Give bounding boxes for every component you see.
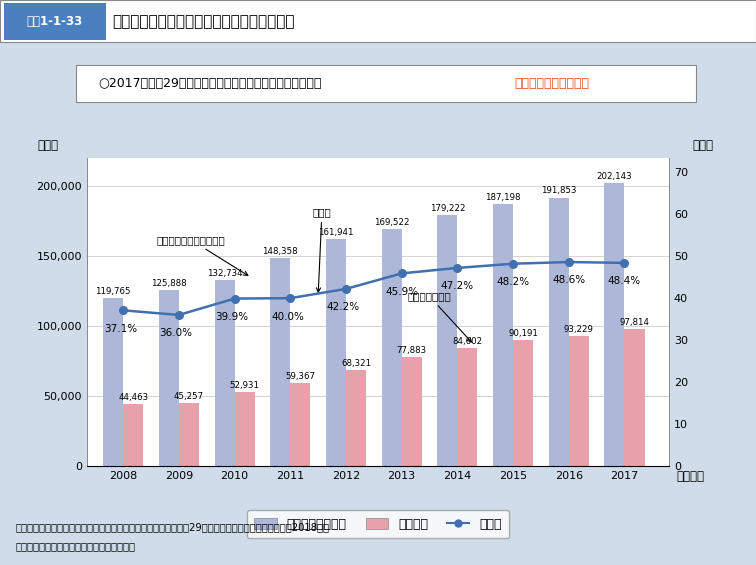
Text: 47.2%: 47.2% bbox=[441, 281, 474, 292]
Text: 42.2%: 42.2% bbox=[327, 302, 360, 312]
Bar bbox=[290, 383, 310, 466]
Bar bbox=[624, 329, 645, 466]
Bar bbox=[215, 280, 234, 466]
Bar bbox=[437, 215, 457, 466]
就職率 bbox=[286, 295, 295, 302]
Text: 就職率: 就職率 bbox=[312, 207, 331, 292]
Bar bbox=[401, 357, 422, 466]
Text: 資料：厉生労働省職業安定局雇用開発部障害者雇用対策課「平成29年度障害者の職業紹介状況等」（2018年）: 資料：厉生労働省職業安定局雇用開発部障害者雇用対策課「平成29年度障害者の職業紹… bbox=[15, 523, 329, 533]
Text: ○2017（平成29）年度の就職件数・新規求職申込件数は、: ○2017（平成29）年度の就職件数・新規求職申込件数は、 bbox=[98, 77, 321, 90]
Bar bbox=[270, 258, 290, 466]
Text: 45.9%: 45.9% bbox=[385, 287, 418, 297]
Bar bbox=[346, 371, 366, 466]
就職率 bbox=[620, 259, 629, 266]
Text: 48.2%: 48.2% bbox=[497, 277, 530, 287]
Text: （％）: （％） bbox=[692, 139, 714, 152]
Text: 191,853: 191,853 bbox=[541, 186, 577, 195]
Bar bbox=[605, 183, 624, 466]
Bar bbox=[549, 198, 569, 466]
就職率 bbox=[453, 264, 462, 271]
Legend: 新規求職申込件数, 就職件数, 就職率: 新規求職申込件数, 就職件数, 就職率 bbox=[246, 510, 510, 538]
Text: 97,814: 97,814 bbox=[619, 318, 649, 327]
Text: 179,222: 179,222 bbox=[429, 204, 465, 213]
Text: 37.1%: 37.1% bbox=[104, 324, 137, 334]
Text: 125,888: 125,888 bbox=[151, 279, 187, 288]
Line: 就職率: 就職率 bbox=[119, 258, 628, 319]
就職率 bbox=[509, 260, 518, 267]
就職率 bbox=[230, 295, 239, 302]
Bar bbox=[493, 204, 513, 466]
Text: （注）「公務・その他」の就職件数を含む。: （注）「公務・その他」の就職件数を含む。 bbox=[15, 541, 135, 551]
Text: 前年度から更に増加。: 前年度から更に増加。 bbox=[514, 77, 589, 90]
Text: 132,734: 132,734 bbox=[206, 270, 243, 278]
Bar bbox=[234, 392, 255, 466]
Text: 169,522: 169,522 bbox=[374, 218, 410, 227]
Text: 68,321: 68,321 bbox=[341, 359, 371, 368]
Bar bbox=[103, 298, 123, 466]
Text: 161,941: 161,941 bbox=[318, 228, 354, 237]
Text: 148,358: 148,358 bbox=[262, 247, 298, 257]
Text: 90,191: 90,191 bbox=[508, 329, 538, 338]
Text: 77,883: 77,883 bbox=[397, 346, 427, 355]
就職率 bbox=[397, 270, 406, 277]
Text: 59,367: 59,367 bbox=[285, 372, 315, 381]
Text: 48.6%: 48.6% bbox=[552, 276, 585, 285]
Bar bbox=[123, 404, 143, 466]
Bar bbox=[179, 403, 199, 466]
Text: 52,931: 52,931 bbox=[230, 381, 259, 390]
Text: 新規求職申込件数（件）: 新規求職申込件数（件） bbox=[156, 235, 248, 275]
Text: （件）: （件） bbox=[38, 139, 58, 152]
Text: 図表1-1-33: 図表1-1-33 bbox=[26, 15, 82, 28]
Text: 36.0%: 36.0% bbox=[160, 328, 193, 338]
Text: 48.4%: 48.4% bbox=[608, 276, 641, 286]
就職率 bbox=[119, 307, 128, 314]
Bar bbox=[513, 340, 533, 466]
Bar bbox=[159, 290, 179, 466]
Text: （年度）: （年度） bbox=[677, 470, 705, 483]
Text: 45,257: 45,257 bbox=[174, 392, 204, 401]
Text: 就職件数（件）: 就職件数（件） bbox=[407, 291, 472, 342]
Text: ハローワークにおける障害者の職業紹介状況: ハローワークにおける障害者の職業紹介状況 bbox=[112, 14, 294, 29]
Text: 93,229: 93,229 bbox=[564, 324, 593, 333]
Text: 44,463: 44,463 bbox=[118, 393, 148, 402]
就職率 bbox=[342, 285, 351, 292]
Bar bbox=[569, 336, 589, 466]
Text: 84,602: 84,602 bbox=[452, 337, 482, 346]
就職率 bbox=[175, 311, 184, 318]
Bar bbox=[382, 229, 401, 466]
就職率 bbox=[564, 259, 573, 266]
Text: 39.9%: 39.9% bbox=[215, 312, 248, 322]
Bar bbox=[457, 347, 478, 466]
Text: 202,143: 202,143 bbox=[596, 172, 632, 181]
Text: 40.0%: 40.0% bbox=[271, 311, 304, 321]
Text: 187,198: 187,198 bbox=[485, 193, 521, 202]
Text: 119,765: 119,765 bbox=[95, 288, 131, 297]
Bar bbox=[326, 240, 346, 466]
